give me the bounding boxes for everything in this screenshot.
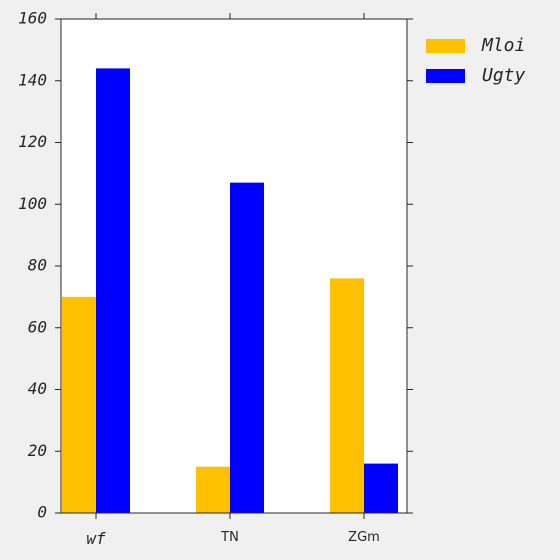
y-tick-label: 120 <box>18 132 47 151</box>
bar-ugty-wf <box>96 68 130 514</box>
bar-ugty-tn <box>230 182 264 513</box>
y-tick-label: 140 <box>18 70 47 89</box>
legend: Mloi Ugty <box>426 35 526 86</box>
bar-mloi-zgm <box>330 278 364 513</box>
y-tick-label: 100 <box>18 194 47 213</box>
y-tick-label: 60 <box>28 317 47 336</box>
x-tick-label: TN <box>220 530 239 545</box>
y-tick-label: 160 <box>18 9 47 28</box>
legend-swatch-mloi <box>426 39 465 53</box>
legend-label: Mloi <box>481 35 525 56</box>
y-axis-ticks: 0 20 40 60 80 100 120 140 160 <box>18 9 413 522</box>
x-tick-label: wf <box>86 529 106 548</box>
x-tick-label: ZGm <box>348 530 380 545</box>
y-tick-label: 0 <box>37 503 47 522</box>
y-tick-label: 40 <box>28 379 47 398</box>
y-tick-label: 20 <box>28 441 47 460</box>
bars-group <box>62 68 398 514</box>
legend-swatch-ugty <box>426 69 465 83</box>
bar-mloi-tn <box>196 466 230 513</box>
legend-label: Ugty <box>482 65 526 86</box>
bar-mloi-wf <box>62 296 96 513</box>
y-tick-label: 80 <box>28 256 47 275</box>
bar-ugty-zgm <box>364 463 398 513</box>
x-axis-ticks: wf TN ZGm <box>86 13 380 548</box>
